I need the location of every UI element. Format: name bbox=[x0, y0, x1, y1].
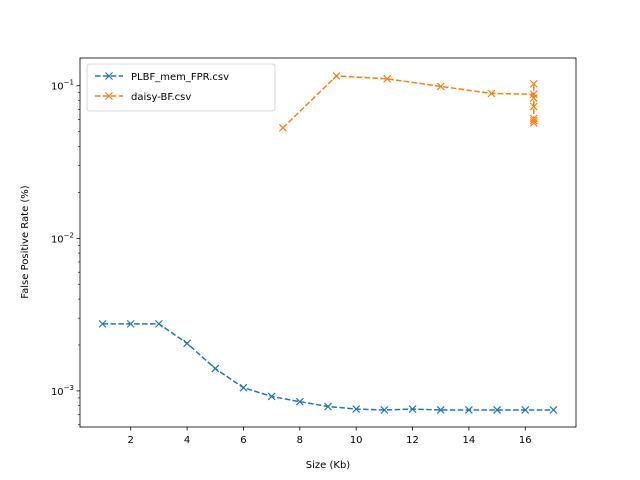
data-point bbox=[436, 406, 445, 414]
data-point bbox=[267, 392, 276, 401]
legend-box bbox=[86, 63, 276, 112]
y-tick-label: 10−1 bbox=[51, 79, 74, 93]
data-point bbox=[332, 71, 341, 80]
legend: PLBF_mem_FPR.csv daisy-BF.csv bbox=[86, 63, 276, 112]
y-tick-label: 10−2 bbox=[51, 231, 74, 245]
data-point bbox=[239, 383, 248, 392]
data-point bbox=[278, 123, 287, 132]
data-point bbox=[408, 405, 417, 414]
x-axis-label: Size (Kb) bbox=[306, 460, 351, 471]
data-point bbox=[380, 406, 389, 414]
data-point bbox=[529, 94, 538, 103]
x-tick-label: 2 bbox=[128, 435, 134, 446]
legend-label: daisy-BF.csv bbox=[131, 92, 191, 103]
data-point bbox=[529, 102, 538, 111]
data-point bbox=[529, 79, 538, 88]
series-1 bbox=[98, 319, 558, 414]
x-tick-label: 8 bbox=[297, 435, 303, 446]
axes: 2 4 6 8 10 12 14 16 10−3 10−2 10−1 bbox=[51, 57, 577, 446]
y-tick-label: 10−3 bbox=[51, 384, 74, 398]
x-tick-label: 12 bbox=[406, 435, 419, 446]
y-axis-label: False Positive Rate (%) bbox=[20, 185, 31, 299]
plot-area bbox=[98, 71, 558, 414]
data-point bbox=[464, 406, 473, 414]
data-point bbox=[436, 82, 445, 91]
data-point bbox=[549, 406, 558, 414]
data-point bbox=[529, 116, 538, 125]
data-point bbox=[183, 339, 192, 348]
x-tick-label: 10 bbox=[350, 435, 363, 446]
data-point bbox=[154, 319, 163, 328]
legend-entry: PLBF_mem_FPR.csv bbox=[95, 72, 229, 83]
x-tick-label: 4 bbox=[184, 435, 190, 446]
legend-label: PLBF_mem_FPR.csv bbox=[131, 72, 229, 83]
data-point bbox=[211, 364, 220, 373]
axes-frame bbox=[79, 57, 577, 428]
x-tick-label: 14 bbox=[463, 435, 476, 446]
data-point bbox=[324, 402, 332, 411]
data-point bbox=[529, 119, 538, 127]
data-point bbox=[126, 319, 135, 328]
data-point bbox=[487, 89, 496, 98]
data-point bbox=[295, 397, 304, 406]
data-point bbox=[383, 74, 392, 83]
legend-entry: daisy-BF.csv bbox=[95, 92, 191, 103]
x-tick-label: 16 bbox=[519, 435, 532, 446]
data-point bbox=[521, 406, 530, 414]
legend-marker bbox=[105, 72, 113, 80]
data-point bbox=[98, 319, 107, 328]
data-point bbox=[352, 405, 361, 414]
series-2 bbox=[278, 71, 538, 132]
legend-marker bbox=[105, 92, 113, 100]
data-point bbox=[493, 406, 502, 414]
x-tick-label: 6 bbox=[240, 435, 246, 446]
